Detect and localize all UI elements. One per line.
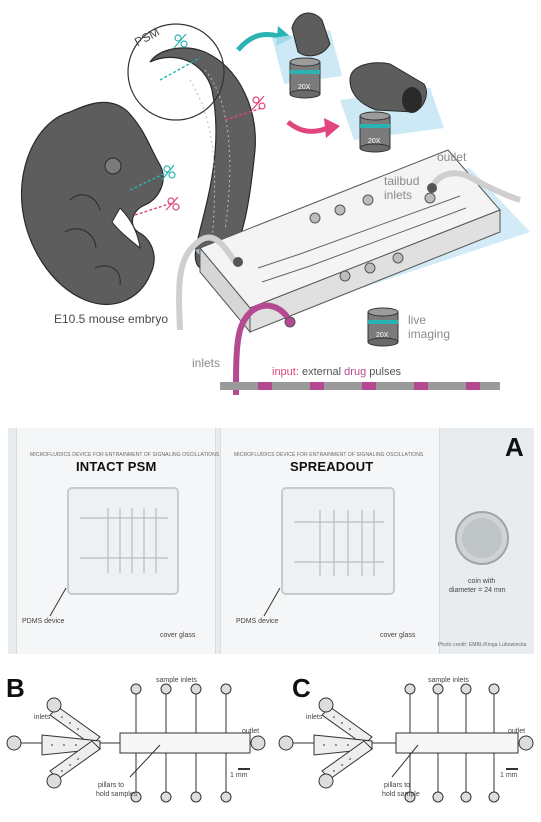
chip-caption: MICROFLUIDICS DEVICE FOR ENTRAINMENT OF …: [30, 452, 220, 458]
scissors-icon: [165, 196, 180, 211]
panel-letter-b: B: [6, 673, 25, 703]
photo-credit: Photo credit: EMBL/Kinga Lubowiecka: [438, 642, 527, 648]
inlets-label: inlets: [192, 356, 221, 370]
scissors-icon: [251, 95, 266, 111]
tissue-piece: [291, 12, 331, 57]
live-imaging-label: imaging: [408, 327, 451, 341]
pillars-label: hold sample: [382, 791, 420, 798]
live-imaging-label: live: [408, 313, 427, 327]
scissors-icon: [173, 33, 188, 49]
objective-label: 20X: [376, 332, 389, 339]
coin-label: diameter = 24 mm: [449, 587, 506, 594]
device-photo: MICROFLUIDICS DEVICE FOR ENTRAINMENT OF …: [8, 428, 534, 654]
inlets-label: inlets: [306, 714, 323, 721]
cover-glass-label: cover glass: [380, 632, 416, 639]
sample-inlets-label: sample inlets: [156, 677, 197, 684]
arrow-icon: [286, 120, 329, 134]
pillars-label: pillars to: [98, 782, 125, 789]
scale-label: 1 mm: [500, 772, 518, 779]
objective-label: 20X: [298, 84, 311, 91]
pillars-label: hold samples: [96, 791, 138, 798]
pdms-device-label: PDMS device: [22, 618, 65, 625]
scale-label: 1 mm: [230, 772, 248, 779]
objective-label: 20X: [368, 138, 381, 145]
panel-letter-a: A: [505, 432, 524, 462]
chip-caption: MICROFLUIDICS DEVICE FOR ENTRAINMENT OF …: [234, 452, 424, 458]
schematic-c: [278, 683, 534, 803]
objective-icon: [359, 111, 391, 153]
zoom-circle: [127, 23, 225, 121]
arrow-icon: [236, 32, 279, 52]
coin-label: coin with: [468, 578, 496, 585]
chip-title: SPREADOUT: [290, 459, 374, 474]
schematic-b: [6, 683, 266, 803]
outlet-label: outlet: [242, 728, 260, 735]
tailbud-inlets-label: tailbud: [384, 174, 420, 188]
pdms-device-label: PDMS device: [236, 618, 279, 625]
tailbud-inlets-label: inlets: [384, 188, 413, 202]
panel-letter-c: C: [292, 673, 311, 703]
outlet-label: outlet: [508, 728, 526, 735]
scissors-icon: [161, 164, 176, 181]
inlets-label: inlets: [34, 714, 51, 721]
outlet-label: outlet: [437, 150, 467, 164]
chip-title: INTACT PSM: [76, 459, 157, 474]
mouse-embryo: [20, 101, 164, 305]
embryo-label: E10.5 mouse embryo: [54, 312, 169, 326]
top-illustration: [20, 12, 530, 396]
sample-inlets-label: sample inlets: [428, 677, 469, 684]
objective-icon: [289, 57, 321, 99]
pillars-label: pillars to: [384, 782, 411, 789]
pulse-bar: [220, 382, 500, 390]
input-pulses-label: input: external drug pulses: [272, 366, 402, 378]
cover-glass-label: cover glass: [160, 632, 196, 639]
objective-icon: [367, 307, 399, 347]
chips-drawing: [49, 487, 509, 617]
